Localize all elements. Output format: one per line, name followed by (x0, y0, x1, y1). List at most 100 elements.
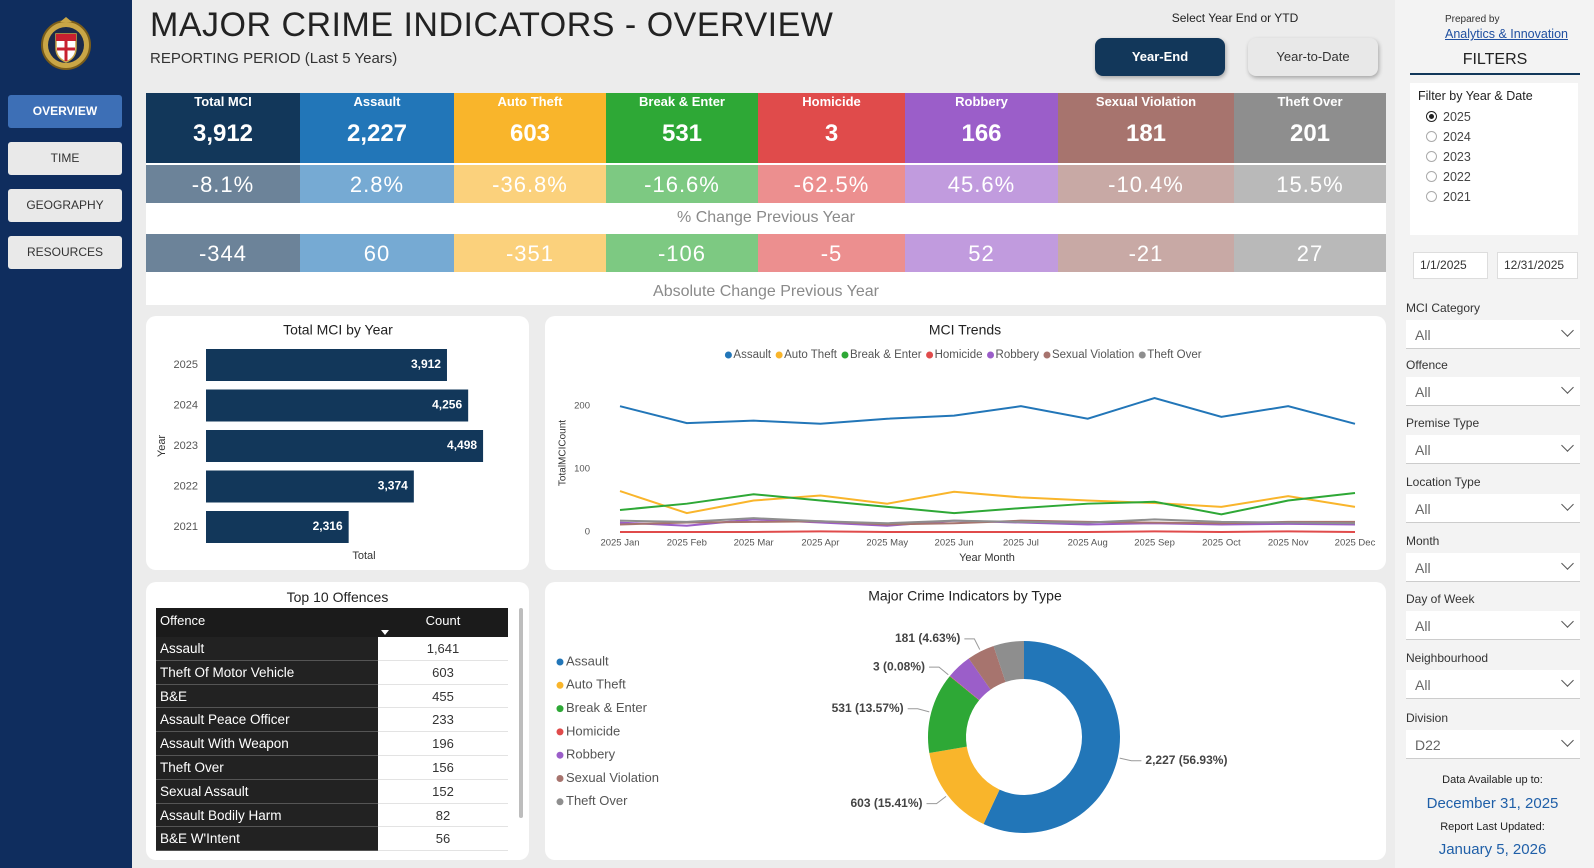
toggle-button[interactable]: Year-to-Date (1248, 38, 1378, 76)
kpi-name: Homicide (802, 94, 861, 109)
count-value: 152 (432, 783, 454, 799)
dropdown[interactable] (1406, 553, 1580, 582)
offence-cell (156, 756, 378, 780)
date-input[interactable]: 12/31/2025 (1497, 252, 1578, 279)
dropdown-label: Premise Type (1406, 416, 1480, 430)
count-cell (378, 780, 508, 804)
kpi-total: 3 (824, 120, 839, 147)
kpi-caption: % Change Previous Year (677, 209, 855, 226)
dropdown[interactable] (1406, 670, 1580, 699)
kpi-pct-cell (300, 165, 454, 203)
year-label: Filter by Year & Date (1418, 89, 1533, 103)
dropdown-label: Month (1406, 534, 1440, 548)
toggle-button[interactable]: Year-End (1095, 38, 1225, 76)
radio[interactable] (1426, 191, 1437, 202)
line-card (545, 316, 1386, 570)
count-cell (378, 637, 508, 661)
column-header: Count (425, 613, 461, 628)
kpi-name: Total MCI (194, 94, 252, 109)
kpi-header (758, 93, 905, 163)
kpi-abs-cell (905, 234, 1058, 272)
offence-cell (156, 827, 378, 852)
nav-button[interactable]: OVERVIEW (8, 95, 122, 128)
column-header: Offence (160, 613, 206, 628)
available-date: December 31, 2025 (1426, 795, 1559, 812)
available-label: Data Available up to: (1442, 774, 1543, 786)
count-cell (378, 685, 508, 709)
radio[interactable] (1426, 131, 1437, 142)
kpi-name: Auto Theft (497, 94, 563, 109)
dropdown-value: All (1415, 327, 1431, 343)
kpi-pct-cell (905, 165, 1058, 203)
kpi-abs: 60 (363, 241, 391, 266)
dropdown[interactable] (1406, 730, 1580, 759)
donut-card (545, 582, 1386, 860)
scrollbar[interactable] (519, 608, 523, 818)
logo (41, 17, 91, 70)
offence-name: B&E W'Intent (160, 831, 240, 847)
kpi-name: Theft Over (1277, 94, 1343, 109)
kpi-header (1058, 93, 1234, 163)
kpi-pct-cell (146, 165, 300, 203)
dropdown-value: All (1415, 442, 1431, 458)
nav-button[interactable]: GEOGRAPHY (8, 189, 122, 222)
kpi-pct: -62.5% (793, 172, 870, 197)
dropdown-label: Division (1406, 711, 1449, 725)
radio-label: 2021 (1443, 190, 1471, 204)
dropdown[interactable] (1406, 494, 1580, 523)
dropdown[interactable] (1406, 320, 1580, 349)
offence-name: Assault Bodily Harm (160, 807, 282, 823)
kpi-abs: 52 (968, 241, 995, 266)
count-cell (378, 827, 508, 852)
kpi-name: Assault (353, 94, 401, 109)
offence-cell (156, 803, 378, 828)
year-box (1410, 83, 1578, 235)
nav-button[interactable]: TIME (8, 142, 122, 175)
date-input[interactable]: 1/1/2025 (1413, 252, 1488, 279)
kpi-pct: -8.1% (191, 172, 255, 197)
radio-label: 2025 (1443, 110, 1471, 124)
kpi-abs: -21 (1128, 241, 1164, 266)
offence-name: Assault Peace Officer (160, 712, 290, 728)
kpi-total: 166 (961, 120, 1002, 147)
offence-cell (156, 732, 378, 756)
table-title: Top 10 Offences (286, 589, 389, 605)
dropdown-value: All (1415, 618, 1431, 634)
kpi-pct-cell (606, 165, 758, 203)
offence-cell (156, 684, 378, 709)
kpi-abs: -106 (657, 241, 707, 266)
kpi-pct: -16.6% (644, 172, 720, 197)
count-cell (378, 804, 508, 828)
kpi-pct: 15.5% (1276, 172, 1344, 197)
offence-name: Theft Of Motor Vehicle (160, 664, 295, 680)
kpi-name: Break & Enter (639, 94, 725, 109)
nav-button[interactable]: RESOURCES (8, 236, 122, 269)
kpi-abs-cell (1058, 234, 1234, 272)
kpi-abs-cell (146, 234, 300, 272)
count-value: 455 (432, 688, 454, 704)
dropdown[interactable] (1406, 435, 1580, 464)
dropdown-value: D22 (1415, 737, 1441, 753)
kpi-total: 2,227 (346, 120, 408, 147)
count-cell (378, 732, 508, 756)
dropdown[interactable] (1406, 611, 1580, 640)
kpi-abs-cell (758, 234, 905, 272)
count-value: 56 (435, 831, 451, 847)
offence-cell (156, 660, 378, 685)
dropdown-value: All (1415, 560, 1431, 576)
prepared-link[interactable]: Analytics & Innovation (1445, 27, 1568, 41)
kpi-abs: -344 (198, 241, 248, 266)
radio[interactable] (1426, 171, 1437, 182)
radio[interactable] (1426, 151, 1437, 162)
dropdown[interactable] (1406, 377, 1580, 406)
sort-indicator[interactable] (381, 630, 389, 635)
count-value: 1,641 (426, 641, 460, 656)
kpi-total: 3,912 (192, 120, 254, 147)
kpi-pct: -36.8% (492, 172, 568, 197)
count-cell (378, 708, 508, 733)
count-value: 603 (432, 664, 454, 680)
radio-label: 2023 (1443, 150, 1471, 164)
kpi-pct: 2.8% (349, 172, 405, 197)
updated-label: Report Last Updated: (1440, 821, 1545, 833)
